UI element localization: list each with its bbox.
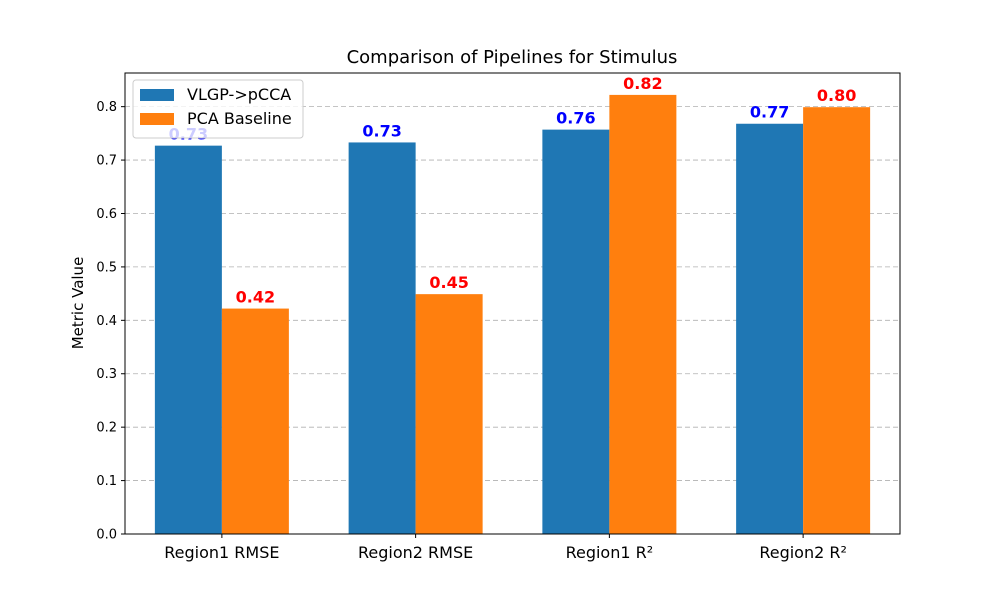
y-tick-label: 0.2 [96, 421, 117, 436]
y-tick-label: 0.1 [96, 474, 117, 489]
plot-frame [124, 72, 901, 535]
y-tick-label: 0.7 [96, 154, 117, 169]
bar [221, 308, 289, 534]
data-label: 0.73 [362, 121, 401, 140]
legend: VLGP->pCCA PCA Baseline [132, 79, 304, 139]
legend-label: PCA Baseline [187, 109, 292, 128]
y-tick-label: 0.3 [96, 367, 117, 382]
bar [415, 294, 483, 534]
legend-swatch [140, 89, 174, 101]
x-tick-label: Region2 RMSE [358, 543, 473, 562]
data-label: 0.82 [623, 74, 662, 93]
legend-box [132, 79, 304, 139]
data-label: 0.76 [556, 109, 595, 128]
x-tick-label: Region1 R² [566, 543, 654, 562]
data-label: 0.45 [429, 273, 468, 292]
bars [154, 94, 871, 535]
bar [154, 145, 222, 534]
bar [609, 94, 677, 535]
axes: 0.0 0.1 0.2 0.3 0.4 0.5 0.6 0.7 0.8 Region1 RMSE R… [96, 72, 901, 562]
y-tick-label: 0.6 [96, 207, 117, 222]
chart-title: Comparison of Pipelines for Stimulus [347, 47, 678, 68]
x-tick-label: Region2 R² [759, 543, 847, 562]
x-tick-label: Region1 RMSE [164, 543, 279, 562]
y-tick-label: 0.5 [96, 260, 117, 275]
legend-label: VLGP->pCCA [187, 85, 291, 104]
y-tick-label: 0.0 [96, 528, 117, 543]
data-label: 0.77 [750, 103, 789, 122]
y-axis-label: Metric Value [69, 257, 87, 350]
data-label: 0.80 [817, 86, 856, 105]
bar [803, 107, 871, 534]
legend-swatch [140, 113, 174, 125]
y-tick-label: 0.4 [96, 314, 117, 329]
bar [736, 123, 804, 535]
y-tick-label: 0.8 [96, 100, 117, 115]
bar [348, 142, 416, 535]
bar [542, 129, 610, 534]
data-label: 0.42 [236, 288, 275, 307]
